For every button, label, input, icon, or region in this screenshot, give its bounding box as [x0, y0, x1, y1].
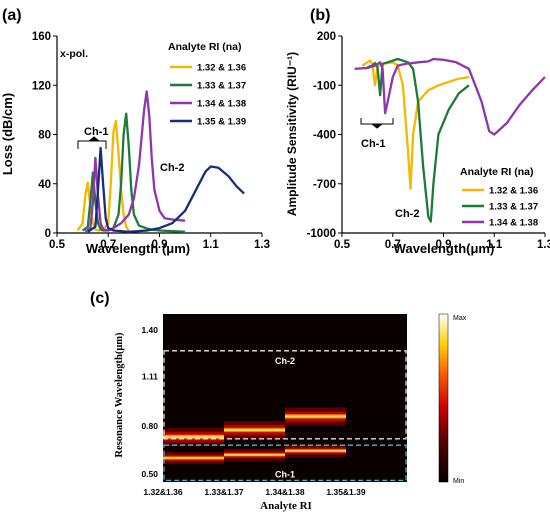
x-tick-label: 0.9: [436, 239, 452, 251]
y-tick-label-c: 1.11: [142, 371, 158, 381]
series-line-3: [354, 57, 546, 136]
x-tick-label: 1.3: [254, 239, 270, 251]
y-tick-label: -100: [313, 80, 336, 92]
x-tick-label: 1.3: [537, 239, 550, 251]
y-axis-label-a: Loss (dB/cm): [0, 93, 15, 175]
ch1-annotation: Ch-1: [84, 126, 108, 138]
legend-label-1: 1.32 & 1.36: [489, 186, 538, 197]
resonance-line-ch1-1: [163, 457, 224, 459]
x-tick-label: 0.5: [49, 239, 66, 251]
x-category-label: 1.33&1.37: [204, 487, 243, 497]
series-line-3: [84, 90, 186, 233]
ch1-region-label: Ch-1: [275, 469, 295, 479]
plot-area-b: 0.5 0.7 0.9 1.1 1.3 200 -100 -400 -700 -1000: [307, 31, 550, 251]
legend-title-b: Analyte RI (na): [460, 166, 534, 178]
resonance-line-ch2-1: [163, 435, 224, 438]
ch2-annotation: Ch-2: [160, 162, 184, 174]
y-tick-label-c: 0.50: [141, 469, 158, 479]
y-tick-label: 40: [38, 179, 51, 191]
x-axis-label-c: Analyte RI: [260, 500, 312, 512]
ch2-region-box: [163, 350, 407, 440]
series-line-2: [367, 57, 470, 223]
x-tick-label: 1.1: [203, 239, 220, 251]
ch1-region-box: [163, 444, 407, 482]
y-tick-label: 160: [32, 31, 51, 43]
ch1-bracket: [77, 136, 107, 149]
ch2-region-label: Ch-2: [275, 356, 295, 366]
resonance-line-ch1-3: [285, 450, 346, 452]
x-tick-label: 1.1: [486, 239, 503, 251]
resonance-line-ch1-2: [224, 454, 285, 456]
panel-label-b: (b): [310, 7, 330, 24]
heatmap-area: Ch-2 Ch-1 0.50 0.80 1.11 1.40 1.32&1.36 1.33&1.…: [141, 314, 407, 497]
chart-panel-c: (c) Ch-2 Ch-1 0.50 0.80 1.11 1.40 1.32&1.36 1.3…: [90, 290, 467, 512]
plot-area-a: 0.5 0.7 0.9 1.1 1.3 0 40 80 120 160: [32, 31, 270, 251]
resonance-line-ch2-2: [224, 429, 285, 431]
y-tick-label: -400: [313, 130, 336, 142]
colorbar-min-label: Min: [453, 478, 464, 485]
ch1-bracket-b: [360, 118, 394, 129]
polarization-label: x-pol.: [60, 48, 88, 60]
y-axis-label-c: Resonance Wavelength(μm): [114, 332, 125, 458]
x-tick-label: 0.7: [100, 239, 116, 251]
y-tick-label: 120: [32, 80, 51, 92]
chart-panel-a: (a) x-pol. Ch-1 Ch-2 Analyte RI (na) 1.3…: [0, 7, 270, 256]
colorbar: [438, 313, 449, 483]
ch2-annotation-b: Ch-2: [395, 208, 419, 220]
chart-panel-b: (b) Ch-1 Ch-2 Analyte RI (na) 1.32 & 1.3…: [285, 7, 550, 256]
panel-label-c: (c): [90, 290, 110, 307]
x-category-label: 1.32&1.36: [143, 487, 182, 497]
legend-label-3: 1.34 & 1.38: [197, 99, 246, 110]
legend-label-1: 1.32 & 1.36: [197, 63, 246, 74]
y-tick-label: 200: [317, 31, 336, 43]
legend-label-2: 1.33 & 1.37: [197, 81, 246, 92]
y-tick-label-c: 1.40: [141, 325, 158, 335]
panel-label-a: (a): [2, 7, 22, 24]
ch1-annotation-b: Ch-1: [361, 138, 385, 150]
series-line-4: [87, 146, 245, 233]
series-line-1: [76, 119, 130, 232]
y-tick-label: -700: [313, 179, 336, 191]
legend-a: 1.32 & 1.36 1.33 & 1.37 1.34 & 1.38 1.35 & …: [170, 63, 246, 128]
legend-b: 1.32 & 1.36 1.33 & 1.37 1.34 & 1.38: [462, 186, 538, 229]
x-tick-label: 0.7: [385, 239, 401, 251]
y-tick-label-c: 0.80: [141, 421, 158, 431]
y-tick-label: 0: [45, 228, 51, 240]
legend-label-4: 1.35 & 1.39: [197, 117, 246, 128]
x-axis-label-b: Wavelength(μm): [394, 241, 495, 256]
legend-label-2: 1.33 & 1.37: [489, 202, 538, 213]
resonance-line-ch2-3: [285, 415, 346, 418]
colorbar-max-label: Max: [453, 315, 467, 322]
y-tick-label: -1000: [307, 228, 336, 240]
legend-label-3: 1.34 & 1.38: [489, 218, 538, 229]
x-tick-label: 0.5: [334, 239, 351, 251]
legend-title-a: Analyte RI (na): [168, 41, 242, 53]
x-tick-label: 0.9: [152, 239, 168, 251]
y-axis-label-b: Amplitude Sensitivity (RIU⁻¹): [285, 52, 299, 216]
x-category-label: 1.35&1.39: [326, 487, 365, 497]
y-tick-label: 80: [38, 130, 51, 142]
x-category-label: 1.34&1.38: [265, 487, 304, 497]
x-axis-label-a: Wavelength (μm): [86, 241, 190, 256]
